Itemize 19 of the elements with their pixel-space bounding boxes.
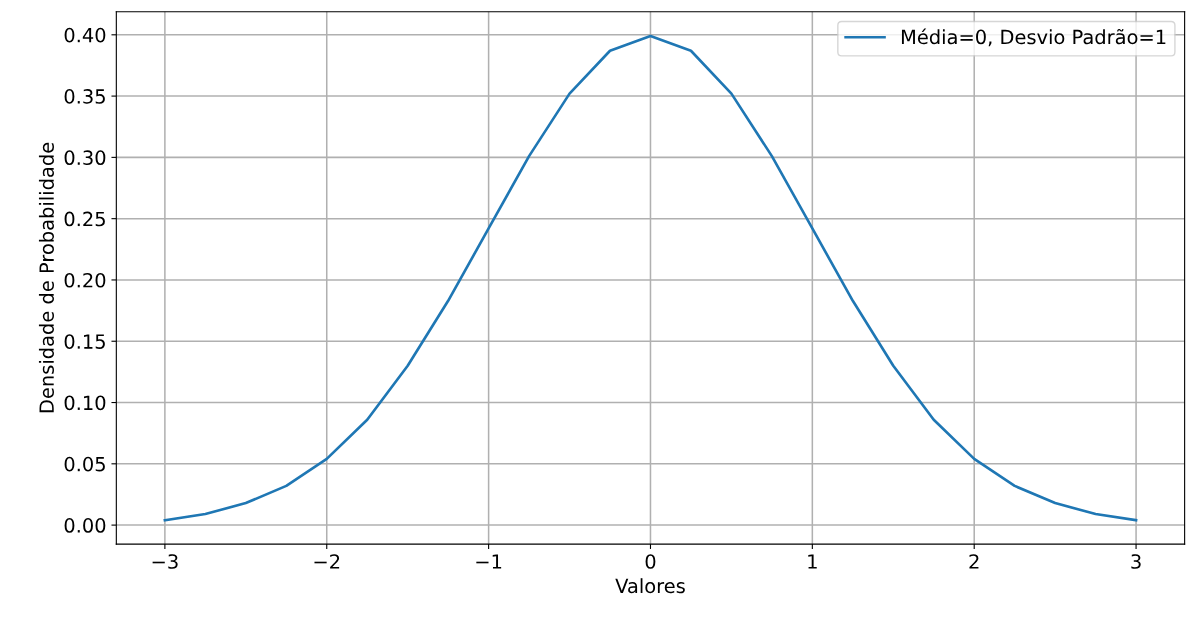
y-axis-title: Densidade de Probabilidade — [38, 142, 54, 413]
y-tick-label: 0.10 — [64, 395, 106, 411]
x-tick-label: 3 — [1131, 554, 1141, 569]
y-tick-label: 0.05 — [64, 456, 105, 472]
x-tick-label: −3 — [152, 554, 178, 569]
x-tick-label: 1 — [808, 554, 817, 569]
y-tick-label: 0.00 — [64, 518, 106, 533]
x-axis-title: Valores — [615, 578, 685, 594]
x-tick-label: 2 — [969, 554, 979, 569]
x-tick-label: 0 — [645, 554, 656, 569]
y-tick-label: 0.30 — [64, 150, 106, 166]
y-tick-label: 0.40 — [64, 27, 106, 43]
y-tick-label: 0.15 — [64, 334, 105, 349]
y-tick-label: 0.20 — [64, 272, 106, 288]
legend-label: Média=0, Desvio Padrão=1 — [901, 28, 1166, 47]
y-tick-label: 0.35 — [64, 89, 105, 104]
x-tick-label: −2 — [314, 554, 340, 569]
x-tick-label: −1 — [476, 554, 502, 569]
y-tick-label: 0.25 — [64, 211, 105, 227]
